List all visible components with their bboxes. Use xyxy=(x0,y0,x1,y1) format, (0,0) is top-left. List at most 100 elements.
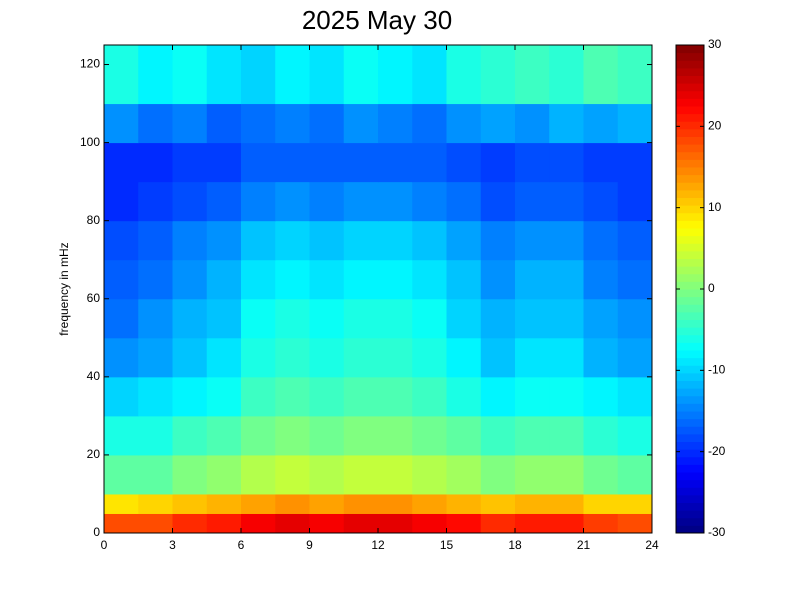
heatmap-cell xyxy=(241,513,276,534)
y-tick-label: 0 xyxy=(93,525,100,539)
heatmap-cell xyxy=(412,376,447,417)
heatmap-cell xyxy=(412,513,447,534)
heatmap-cell xyxy=(378,298,413,339)
heatmap-cell xyxy=(309,454,345,495)
colorbar-tick-label: -20 xyxy=(708,444,726,458)
heatmap-cell xyxy=(241,259,276,300)
heatmap-cell xyxy=(446,298,482,339)
colorbar-tick-label: -10 xyxy=(708,363,726,377)
heatmap-cell xyxy=(206,454,242,495)
heatmap-cell xyxy=(515,454,550,495)
heatmap-cell xyxy=(241,415,276,456)
heatmap-cell xyxy=(206,376,242,417)
heatmap-cell xyxy=(583,513,619,534)
heatmap-cell xyxy=(172,220,208,261)
colorbar-segment xyxy=(676,167,704,176)
heatmap-cell xyxy=(241,337,276,378)
y-tick-label: 100 xyxy=(80,135,100,149)
heatmap-cell xyxy=(446,259,482,300)
heatmap-cell xyxy=(583,220,619,261)
colorbar-segment xyxy=(676,510,704,519)
heatmap-cell xyxy=(138,337,173,378)
heatmap-cell xyxy=(378,181,413,222)
heatmap-cell xyxy=(275,454,310,495)
heatmap-cell xyxy=(446,45,482,105)
heatmap-cell xyxy=(515,142,550,183)
colorbar-segment xyxy=(676,464,704,473)
heatmap-cell xyxy=(583,376,619,417)
heatmap-cell xyxy=(480,220,516,261)
heatmap-cell xyxy=(549,45,584,105)
heatmap-cell xyxy=(480,454,516,495)
x-tick-label: 24 xyxy=(645,538,659,552)
colorbar-segment xyxy=(676,266,704,275)
colorbar-segment xyxy=(676,494,704,503)
heatmap-cell xyxy=(275,298,310,339)
heatmap-cell xyxy=(515,298,550,339)
heatmap-cell xyxy=(343,376,379,417)
heatmap-cell xyxy=(172,181,208,222)
heatmap-cell xyxy=(549,493,584,514)
heatmap-cell xyxy=(309,259,345,300)
heatmap-cell xyxy=(104,415,139,456)
heatmap-cell xyxy=(172,454,208,495)
heatmap-cell xyxy=(549,376,584,417)
heatmap-cell xyxy=(309,298,345,339)
heatmap-cell xyxy=(378,415,413,456)
heatmap-cell xyxy=(172,45,208,105)
heatmap-cell xyxy=(172,415,208,456)
heatmap-cell xyxy=(583,259,619,300)
heatmap-cell xyxy=(241,376,276,417)
heatmap-cell xyxy=(138,493,173,514)
y-tick-label: 40 xyxy=(87,369,101,383)
colorbar-segment xyxy=(676,456,704,465)
heatmap-cell xyxy=(617,337,653,378)
heatmap-cell xyxy=(343,337,379,378)
heatmap-cell xyxy=(378,220,413,261)
heatmap-cell xyxy=(241,142,276,183)
heatmap-cell xyxy=(104,142,139,183)
heatmap-cell xyxy=(104,181,139,222)
colorbar-segment xyxy=(676,403,704,412)
heatmap-cell xyxy=(617,454,653,495)
heatmap-cell xyxy=(206,298,242,339)
heatmap-cell xyxy=(617,103,653,144)
heatmap-cell xyxy=(138,142,173,183)
heatmap-cell xyxy=(480,337,516,378)
heatmap-cell xyxy=(583,454,619,495)
heatmap-cell xyxy=(515,103,550,144)
colorbar-segment xyxy=(676,159,704,168)
colorbar-segment xyxy=(676,144,704,153)
heatmap-cell xyxy=(343,45,379,105)
x-tick-label: 12 xyxy=(371,538,385,552)
heatmap-cell xyxy=(480,376,516,417)
colorbar-segment xyxy=(676,418,704,427)
colorbar-segment xyxy=(676,296,704,305)
heatmap-cell xyxy=(583,142,619,183)
heatmap-cell xyxy=(412,45,447,105)
colorbar-segment xyxy=(676,517,704,526)
colorbar-segment xyxy=(676,182,704,191)
heatmap-cell xyxy=(446,493,482,514)
heatmap-cell xyxy=(446,103,482,144)
heatmap-cell xyxy=(617,298,653,339)
heatmap-cell xyxy=(104,376,139,417)
colorbar-segment xyxy=(676,45,704,54)
heatmap-cell xyxy=(241,220,276,261)
heatmap-cell xyxy=(241,103,276,144)
heatmap-cell xyxy=(206,142,242,183)
heatmap-cell xyxy=(241,45,276,105)
colorbar-segment xyxy=(676,197,704,206)
colorbar-segment xyxy=(676,388,704,397)
heatmap-cell xyxy=(138,513,173,534)
colorbar-segment xyxy=(676,106,704,115)
heatmap-cell xyxy=(138,181,173,222)
colorbar-segment xyxy=(676,250,704,259)
heatmap-cell xyxy=(343,415,379,456)
heatmap-cell xyxy=(241,298,276,339)
heatmap-cell xyxy=(412,337,447,378)
heatmap-cell xyxy=(549,142,584,183)
colorbar-segment xyxy=(676,98,704,107)
heatmap-cell xyxy=(343,220,379,261)
